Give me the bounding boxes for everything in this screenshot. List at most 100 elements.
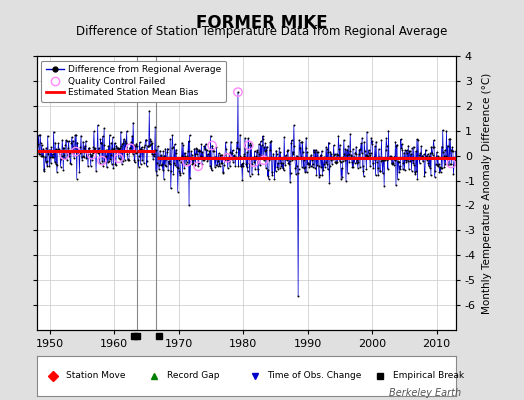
Point	[121, 138, 129, 144]
Point	[287, 170, 295, 177]
Point	[383, 143, 391, 149]
Point	[256, 138, 265, 145]
Point	[227, 156, 236, 162]
Point	[381, 157, 389, 163]
Point	[65, 153, 73, 159]
Point	[170, 141, 179, 148]
Point	[173, 155, 181, 162]
Point	[149, 150, 158, 157]
Point	[401, 147, 409, 153]
Point	[347, 152, 356, 158]
Point	[368, 138, 377, 144]
Point	[258, 133, 267, 139]
Point	[326, 148, 335, 155]
Point	[117, 128, 125, 135]
Point	[316, 152, 325, 158]
Point	[342, 152, 351, 158]
Point	[166, 161, 174, 168]
Point	[432, 154, 441, 160]
Point	[42, 158, 51, 164]
Point	[193, 146, 201, 152]
Point	[157, 154, 166, 160]
Point	[180, 165, 189, 171]
Point	[337, 176, 345, 182]
Point	[213, 163, 222, 170]
Point	[291, 164, 300, 171]
Point	[356, 145, 365, 152]
Point	[318, 148, 326, 154]
Point	[339, 154, 347, 161]
Point	[395, 169, 403, 176]
Point	[176, 172, 184, 179]
Point	[431, 168, 440, 174]
Point	[138, 157, 147, 164]
Point	[228, 150, 236, 157]
Point	[319, 167, 328, 174]
Point	[195, 148, 204, 154]
Point	[51, 139, 59, 146]
Point	[166, 136, 174, 142]
Point	[245, 142, 253, 148]
Point	[423, 151, 432, 157]
Point	[36, 132, 45, 138]
Point	[232, 149, 241, 156]
Point	[214, 150, 223, 156]
Point	[263, 143, 271, 150]
Point	[344, 151, 353, 157]
Point	[84, 163, 92, 170]
Point	[393, 141, 401, 148]
Point	[356, 164, 364, 170]
Point	[184, 138, 193, 144]
Point	[385, 154, 394, 161]
Point	[178, 170, 187, 176]
Point	[351, 160, 359, 166]
Point	[416, 150, 424, 157]
Point	[394, 158, 402, 164]
Point	[129, 142, 138, 148]
Point	[214, 158, 222, 164]
Point	[354, 165, 362, 171]
Point	[60, 152, 69, 158]
Point	[399, 166, 407, 173]
Point	[387, 156, 395, 162]
Point	[172, 164, 181, 170]
Point	[321, 164, 329, 170]
Point	[167, 168, 176, 174]
Point	[145, 108, 154, 114]
Point	[92, 148, 101, 155]
Point	[350, 163, 358, 170]
Point	[327, 156, 335, 163]
Point	[74, 151, 82, 158]
Point	[274, 160, 282, 166]
Point	[165, 158, 173, 164]
Point	[126, 145, 135, 152]
Point	[277, 163, 286, 169]
Point	[259, 136, 267, 142]
Point	[105, 132, 114, 138]
Point	[155, 162, 163, 168]
Point	[309, 160, 318, 167]
Point	[81, 147, 90, 153]
Point	[425, 165, 434, 171]
Point	[352, 144, 361, 150]
Point	[358, 135, 366, 141]
Point	[234, 89, 242, 95]
Point	[249, 154, 258, 160]
Point	[223, 156, 231, 162]
Point	[70, 155, 78, 161]
Point	[246, 172, 254, 179]
Point	[408, 156, 417, 163]
Point	[248, 161, 257, 167]
Point	[115, 145, 124, 151]
Point	[306, 154, 314, 160]
Point	[152, 171, 161, 178]
Point	[303, 148, 311, 155]
Point	[343, 170, 352, 176]
Point	[126, 144, 134, 151]
Point	[394, 176, 402, 182]
Point	[351, 150, 359, 156]
Point	[100, 125, 108, 132]
Point	[75, 147, 83, 153]
Point	[151, 124, 159, 130]
Point	[191, 162, 200, 168]
